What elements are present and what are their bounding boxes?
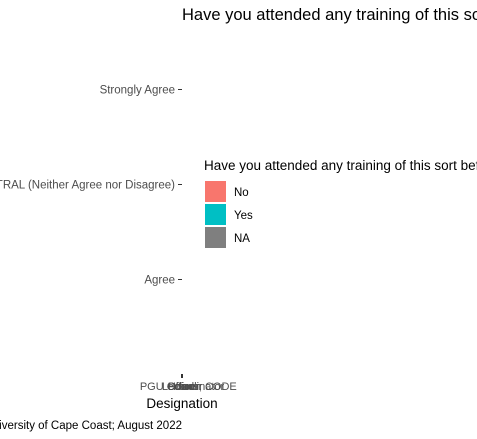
- legend-label-yes: Yes: [234, 210, 253, 222]
- x-axis-title: Designation: [146, 396, 217, 411]
- chart-title: Have you attended any training of this s…: [182, 6, 477, 24]
- legend-label-no: No: [234, 187, 249, 199]
- legend-label-na: NA: [234, 233, 250, 245]
- legend-title: Have you attended any training of this s…: [204, 158, 477, 173]
- chart-caption: Source: University of Cape Coast; August…: [0, 420, 182, 432]
- x-tick-label-lecturer: Lecturer: [162, 381, 203, 393]
- legend-item-yes: Yes: [205, 204, 253, 225]
- y-tick-label-agree: Agree: [144, 275, 175, 287]
- x-tick-label-pgu-coordinator: PGU Coordinator: [140, 381, 225, 393]
- legend: Have you attended any training of this s…: [204, 158, 477, 248]
- legend-swatch-no: [205, 181, 226, 202]
- y-axis: Agree NEUTRAL (Neither Agree nor Disagre…: [0, 85, 182, 287]
- y-tick-label-strongly-agree: Strongly Agree: [100, 85, 175, 97]
- legend-swatch-yes: [205, 204, 226, 225]
- x-tick-label-head: Head: [168, 381, 194, 393]
- x-tick-label-officer-code: Officer, CODE: [167, 381, 236, 393]
- y-tick-label-neutral: NEUTRAL (Neither Agree nor Disagree): [0, 180, 175, 192]
- x-axis: PGU Coordinator Lecturer Officer Head Of…: [140, 374, 237, 411]
- legend-swatch-na: [205, 227, 226, 248]
- legend-item-na: NA: [205, 227, 250, 248]
- x-tick-label-officer: Officer: [167, 381, 200, 393]
- legend-item-no: No: [205, 181, 249, 202]
